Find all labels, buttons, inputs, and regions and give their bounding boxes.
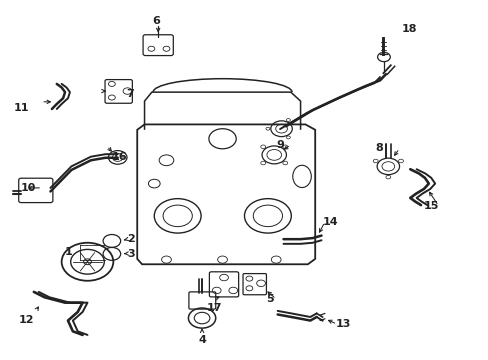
Text: 3: 3 bbox=[127, 248, 135, 258]
Text: 15: 15 bbox=[423, 201, 438, 211]
Text: 7: 7 bbox=[126, 89, 134, 99]
Text: 11: 11 bbox=[14, 103, 29, 113]
Text: 1: 1 bbox=[65, 247, 73, 257]
Text: 17: 17 bbox=[206, 303, 222, 313]
Text: 16: 16 bbox=[112, 152, 127, 162]
Text: 6: 6 bbox=[151, 17, 160, 27]
Text: 14: 14 bbox=[322, 217, 337, 227]
Text: 9: 9 bbox=[276, 140, 284, 150]
Text: 18: 18 bbox=[401, 24, 416, 34]
Text: 12: 12 bbox=[19, 315, 34, 325]
Text: 13: 13 bbox=[335, 319, 351, 329]
Text: 8: 8 bbox=[374, 143, 382, 153]
Text: 5: 5 bbox=[266, 294, 273, 304]
Text: 4: 4 bbox=[198, 335, 205, 345]
Text: 2: 2 bbox=[127, 234, 135, 244]
Text: 10: 10 bbox=[20, 183, 36, 193]
